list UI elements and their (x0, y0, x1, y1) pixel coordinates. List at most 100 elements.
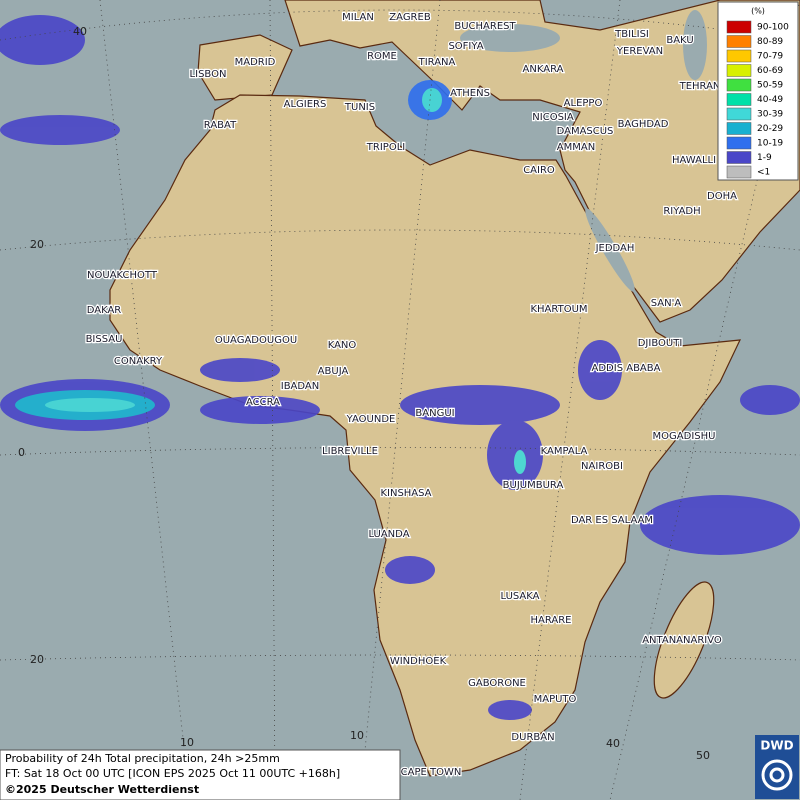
city-label: ALEPPO (564, 98, 603, 109)
precip-area (200, 358, 280, 382)
city-label: ABUJA (318, 366, 349, 377)
city-label: YEREVAN (616, 46, 663, 57)
city-label: KINSHASA (380, 488, 431, 499)
city-label: TRIPOLI (366, 142, 405, 153)
city-label: BAGHDAD (618, 119, 669, 130)
city-label: BUCHAREST (454, 21, 516, 32)
city-label: DAR ES SALAAM (571, 515, 653, 526)
city-label: ADDIS ABABA (592, 363, 661, 374)
city-label: SOFIYA (448, 41, 483, 52)
city-label: ROME (367, 51, 397, 62)
legend-label: 70-79 (757, 52, 783, 62)
labels: MILAN ZAGREB BUCHAREST TBILISI BAKU MADRID ROM… (18, 11, 738, 780)
city-label: LIBREVILLE (322, 446, 378, 457)
precip-area (400, 385, 560, 425)
city-label: HAWALLI (672, 155, 716, 166)
legend-swatch (726, 78, 752, 92)
lon-label: 10 (180, 736, 194, 749)
legend-entries: 90-100 80-89 70-79 60-69 50-59 40-49 30-39 20-2… (726, 20, 789, 179)
precip-area (640, 495, 800, 555)
legend-label: 60-69 (757, 66, 783, 76)
legend-label: 40-49 (757, 95, 783, 105)
city-label: BISSAU (86, 334, 123, 345)
city-label: ANKARA (523, 64, 564, 75)
city-label: DAKAR (87, 305, 122, 316)
city-label: CAPE TOWN (401, 767, 462, 778)
precip-area (578, 340, 622, 400)
legend-label: 30-39 (757, 110, 783, 120)
city-label: AMMAN (557, 142, 595, 153)
lat-label: 0 (18, 446, 25, 459)
lat-label: 20 (30, 653, 44, 666)
logo-swirl (761, 759, 793, 791)
legend-unit: (%) (751, 7, 765, 16)
city-label: LUSAKA (501, 591, 540, 602)
precip-area (740, 385, 800, 415)
logo-swirl (769, 767, 785, 783)
precip-area (45, 398, 135, 412)
footer-copyright: ©2025 Deutscher Wetterdienst (5, 783, 199, 796)
city-label: DOHA (707, 191, 737, 202)
city-label: ANTANANARIVO (642, 635, 722, 646)
lon-label: 50 (696, 749, 710, 762)
city-label: ALGIERS (284, 99, 327, 110)
black-sea (460, 24, 560, 52)
city-label: IBADAN (281, 381, 320, 392)
precip-area (0, 15, 85, 65)
red-sea (585, 208, 635, 292)
land (109, 0, 800, 777)
legend-swatch (726, 20, 752, 34)
city-label: CONAKRY (114, 356, 163, 367)
precip-area (200, 396, 320, 424)
city-label: NAIROBI (581, 461, 623, 472)
city-label: CAIRO (523, 165, 555, 176)
lon-label: 10 (350, 729, 364, 742)
city-label: MOGADISHU (653, 431, 716, 442)
legend-swatch (726, 122, 752, 135)
city-label: JEDDAH (595, 243, 635, 254)
legend-label: 10-19 (757, 139, 783, 149)
city-label: KHARTOUM (530, 304, 587, 315)
city-label: BAKU (666, 35, 693, 46)
logo-text: DWD (760, 739, 793, 753)
city-label: DURBAN (511, 732, 554, 743)
legend-label: 20-29 (757, 124, 783, 134)
city-label: LISBON (190, 69, 227, 80)
precip-area (514, 450, 526, 474)
city-label: WINDHOEK (390, 656, 447, 667)
city-label: DJIBOUTI (638, 338, 683, 349)
legend-swatch (726, 136, 752, 150)
city-label: TBILISI (614, 29, 649, 40)
precip-area (487, 420, 543, 490)
city-label: ACCRA (246, 397, 280, 408)
precip-area (385, 556, 435, 584)
lon-label: 40 (606, 737, 620, 750)
legend-swatch (726, 49, 752, 63)
city-label: BANGUI (415, 408, 454, 419)
legend-swatch (726, 165, 752, 179)
legend-label: 90-100 (757, 23, 789, 33)
precipitation (0, 15, 800, 720)
city-label: TEHRAN (679, 81, 721, 92)
legend-swatch (726, 35, 752, 48)
precip-area (0, 115, 120, 145)
legend-swatch (726, 64, 752, 77)
precip-area (488, 700, 532, 720)
legend-label: <1 (757, 168, 770, 178)
city-label: MAPUTO (534, 694, 577, 705)
city-label: NOUAKCHOTT (87, 270, 158, 281)
city-label: ATHENS (450, 88, 490, 99)
city-label: RABAT (204, 120, 237, 131)
footer-title: Probability of 24h Total precipitation, … (5, 752, 280, 765)
footer-forecast: FT: Sat 18 Oct 00 UTC [ICON EPS 2025 Oct… (5, 767, 340, 780)
legend-swatch (726, 107, 752, 121)
city-label: HARARE (530, 615, 571, 626)
city-label: SAN'A (651, 298, 682, 309)
city-label: TIRANA (418, 57, 456, 68)
city-label: MADRID (235, 57, 276, 68)
precip-area (422, 88, 442, 112)
legend-swatch (726, 151, 752, 164)
legend: (%) 90-100 80-89 70-79 60-69 50-59 40-49 30-39… (717, 1, 799, 181)
